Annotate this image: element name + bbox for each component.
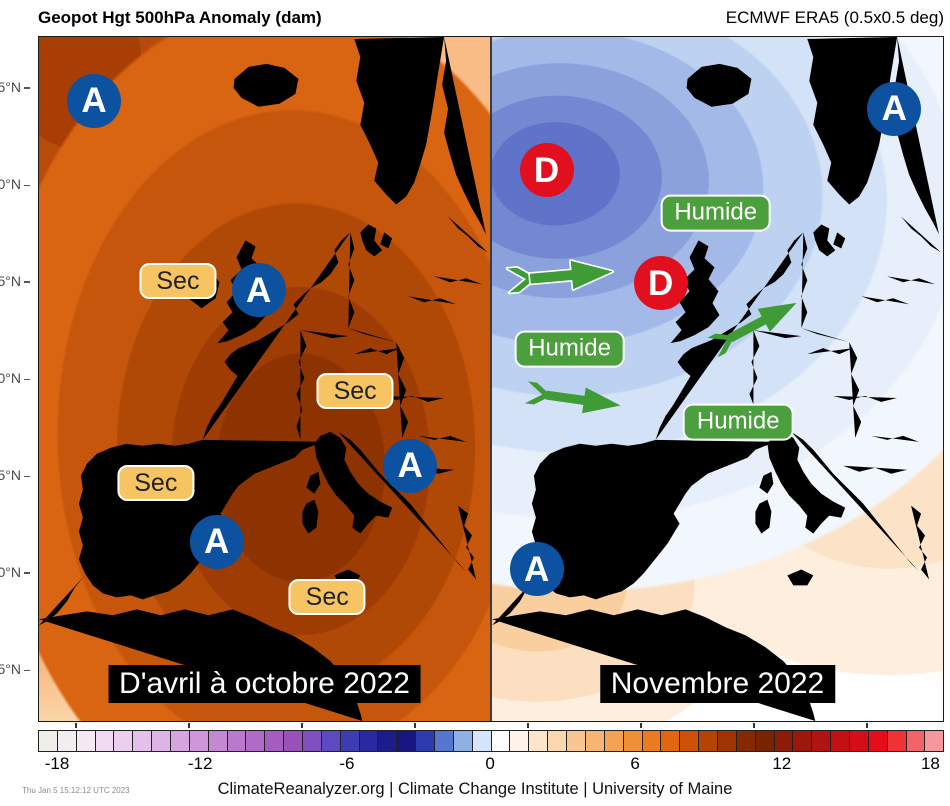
colorbar-tick-labels: -18 -12 -6 0 6 12 18 (38, 754, 944, 776)
lat-tick-label: 45°N (0, 273, 30, 289)
colorbar-cell (57, 731, 77, 751)
anticyclone-marker: A (189, 514, 244, 569)
colorbar-tick: 0 (485, 754, 495, 773)
colorbar-cell (887, 731, 907, 751)
sec-label: Sec (316, 372, 394, 409)
anticyclone-marker: A (867, 81, 922, 136)
lat-tick-label: 30°N (0, 564, 30, 580)
colorbar-cell (717, 731, 737, 751)
panel-april-october: A A A A Sec Sec Sec Sec D'avril à octobre 2022 (39, 37, 490, 721)
colorbar-cell (642, 731, 662, 751)
colorbar-cell (831, 731, 850, 751)
colorbar-cell (227, 731, 247, 751)
colorbar-cell (510, 731, 530, 751)
anticyclone-marker: A (509, 542, 564, 597)
colorbar-tick: 18 (920, 754, 940, 773)
colorbar-cell (378, 731, 398, 751)
colorbar-cell (472, 731, 492, 751)
colorbar-tick: -12 (187, 754, 213, 773)
colorbar-cell (453, 731, 473, 751)
colorbar-cell (868, 731, 888, 751)
colorbar-cell (189, 731, 209, 751)
colorbar-cell (416, 731, 436, 751)
colorbar-cell (359, 731, 379, 751)
colorbar-cell (812, 731, 832, 751)
panel-divider (490, 37, 492, 721)
timestamp: Thu Jan 5 15:12:12 UTC 2023 (22, 786, 130, 795)
anticyclone-marker: A (383, 438, 438, 493)
colorbar-tick: 12 (772, 754, 792, 773)
lat-tick-label: 50°N (0, 176, 30, 192)
sec-label: Sec (139, 263, 217, 300)
map-panels: A A A A Sec Sec Sec Sec D'avril à octobre 2022 … (38, 36, 944, 728)
humide-label: Humide (660, 195, 772, 232)
colorbar-cell (585, 731, 605, 751)
colorbar-cell (604, 731, 624, 751)
colorbar-cell (76, 731, 96, 751)
colorbar-tick: 6 (630, 754, 640, 773)
annotation-overlay: A A A A Sec Sec Sec Sec (39, 37, 490, 721)
colorbar-cell (906, 731, 926, 751)
data-source-label: ECMWF ERA5 (0.5x0.5 deg) (725, 8, 944, 27)
colorbar-cell (567, 731, 586, 751)
colorbar-cell (548, 731, 568, 751)
anticyclone-marker: A (67, 73, 122, 128)
header: Geopot Hgt 500hPa Anomaly (dam) ECMWF ER… (0, 0, 950, 36)
colorbar-cell (755, 731, 775, 751)
depression-marker: D (519, 143, 574, 198)
humide-label: Humide (682, 403, 794, 441)
period-caption-left: D'avril à octobre 2022 (108, 665, 421, 703)
colorbar-cell (95, 731, 115, 751)
colorbar-cell (435, 731, 454, 751)
colorbar-tick: -18 (44, 754, 70, 773)
colorbar-cell (623, 731, 643, 751)
annotation-overlay: D D A A Humide Humide Humide (492, 37, 943, 721)
colorbar-tick: -6 (339, 754, 355, 773)
wind-flow-arrow-icon (706, 291, 803, 359)
lat-tick-label: 35°N (0, 467, 30, 483)
colorbar-cell (491, 731, 511, 751)
anticyclone-marker: A (231, 263, 286, 318)
colorbar-cell (925, 731, 944, 751)
panel-november: D D A A Humide Humide Humide Novembre 2022 (492, 37, 943, 721)
colorbar-cell (133, 731, 153, 751)
depression-marker: D (633, 256, 688, 311)
lat-tick-label: 25°N (0, 661, 30, 677)
wind-flow-arrow-icon (505, 255, 616, 297)
sec-label: Sec (288, 579, 366, 616)
colorbar-cell (246, 731, 266, 751)
period-caption-right: Novembre 2022 (599, 665, 836, 703)
lat-tick-label: 55°N (0, 79, 30, 95)
colorbar-cell (265, 731, 285, 751)
sec-label: Sec (117, 464, 195, 501)
colorbar-cell (699, 731, 718, 751)
colorbar-cell (284, 731, 304, 751)
colorbar-cell (529, 731, 549, 751)
colorbar-cell (397, 731, 417, 751)
colorbar-cell (340, 731, 360, 751)
colorbar-cell (849, 731, 869, 751)
colorbar-cell (303, 731, 322, 751)
colorbar-cell (774, 731, 794, 751)
lat-tick-label: 40°N (0, 370, 30, 386)
anomaly-colorbar (38, 730, 944, 752)
colorbar-cell (321, 731, 341, 751)
map-area: A A A A Sec Sec Sec Sec D'avril à octobre 2022 … (38, 36, 944, 728)
humide-label: Humide (514, 330, 625, 368)
colorbar-cell (661, 731, 681, 751)
colorbar-cell (793, 731, 813, 751)
wind-flow-arrow-icon (524, 379, 622, 419)
colorbar-cell (736, 731, 756, 751)
page-title: Geopot Hgt 500hPa Anomaly (dam) (38, 8, 322, 27)
credit-line: ClimateReanalyzer.org | Climate Change I… (217, 780, 733, 798)
colorbar-cell (152, 731, 172, 751)
colorbar-cell (171, 731, 190, 751)
colorbar-cell (39, 731, 58, 751)
latitude-axis: 55°N 50°N 45°N 40°N 35°N 30°N 25°N (0, 36, 38, 722)
colorbar-cell (208, 731, 228, 751)
colorbar-cell (114, 731, 134, 751)
colorbar-cell (680, 731, 700, 751)
